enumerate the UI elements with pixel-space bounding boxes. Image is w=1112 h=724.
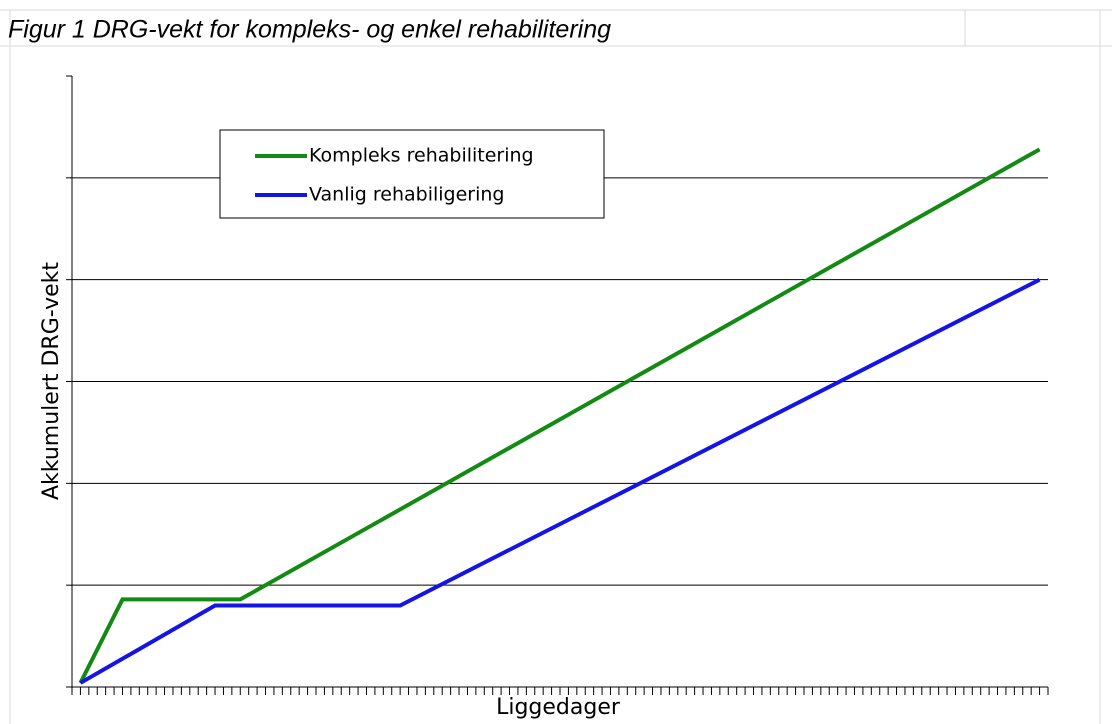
series-line [79,277,1041,685]
legend-box [219,129,605,219]
legend-label: Vanlig rehabiligering [309,184,504,206]
y-axis-label: Akkumulert DRG-vekt [39,262,64,500]
cell-grid [0,9,1112,724]
series-line [78,147,1041,684]
legend-label: Kompleks rehabilitering [309,145,534,167]
chart-title: Figur 1 DRG-vekt for kompleks- og enkel … [8,16,611,44]
x-axis-label: Liggedager [496,695,621,720]
